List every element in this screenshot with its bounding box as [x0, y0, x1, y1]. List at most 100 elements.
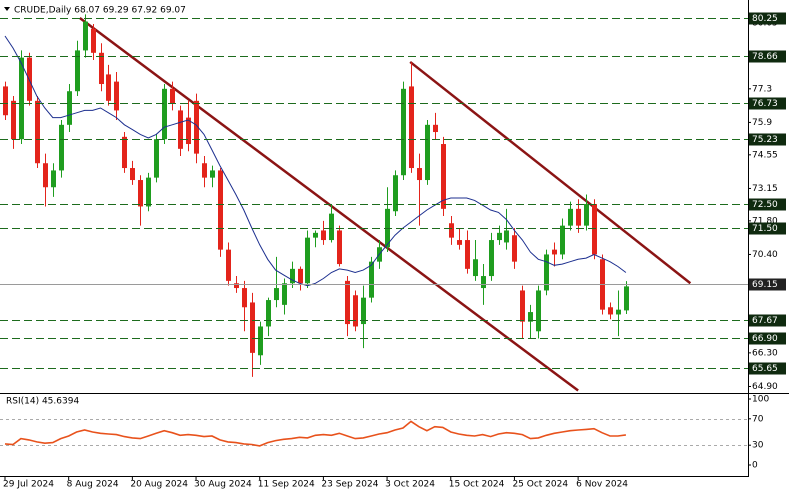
candle-body: [329, 213, 334, 241]
level-label: 69.15: [752, 280, 778, 290]
candle-body: [99, 52, 104, 85]
level-label: 76.73: [752, 99, 778, 109]
candle-body: [242, 288, 247, 308]
candle-body: [234, 283, 239, 289]
candle-body: [170, 88, 175, 104]
candle-body: [497, 232, 502, 241]
candle-body: [568, 208, 573, 226]
rsi-tick-label: 30: [752, 441, 764, 451]
candle-body: [449, 223, 454, 238]
rsi-tick-label: 0: [752, 461, 758, 471]
candle-body: [266, 300, 271, 327]
level-label-box: [749, 222, 786, 235]
y-tick-label: 75.9: [752, 118, 772, 128]
candle-body: [51, 170, 56, 188]
candle-body: [258, 326, 263, 356]
level-label: 66.90: [752, 334, 778, 344]
candle-body: [154, 139, 159, 178]
candle-body: [106, 74, 111, 101]
candle-body: [130, 168, 135, 181]
chart-title: CRUDE,Daily 68.07 69.29 67.92 69.07: [14, 6, 186, 16]
candle-body: [138, 180, 143, 207]
candle-body: [425, 124, 430, 181]
level-label: 71.50: [752, 224, 778, 234]
x-tick-label: 15 Oct 2024: [449, 480, 505, 490]
candle-body: [3, 86, 8, 116]
candle-body: [528, 312, 533, 322]
candle-body: [59, 124, 64, 171]
candle-body: [417, 168, 422, 181]
y-tick-label: 74.55: [752, 150, 778, 160]
level-label: 75.23: [752, 135, 778, 145]
rsi-label: RSI(14) 45.6394: [6, 397, 79, 407]
level-label-box: [749, 97, 786, 110]
candle-body: [433, 124, 438, 133]
candle-body: [83, 21, 88, 51]
level-label-box: [749, 332, 786, 345]
candle-body: [19, 57, 24, 140]
level-label-box: [749, 50, 786, 63]
candle-body: [401, 88, 406, 176]
moving-average: [4, 35, 627, 287]
menu-triangle: [4, 7, 10, 11]
candle-body: [75, 50, 80, 92]
candle-body: [91, 28, 96, 53]
candle-body: [146, 177, 151, 207]
level-label: 72.50: [752, 200, 778, 210]
candle-body: [489, 240, 494, 277]
candle-body: [473, 259, 478, 277]
candle-body: [298, 268, 303, 284]
candle-body: [393, 175, 398, 212]
candle-body: [576, 208, 581, 226]
candle-body: [520, 290, 525, 322]
x-tick-label: 30 Aug 2024: [194, 480, 252, 490]
level-label-box: [749, 198, 786, 211]
candle-body: [584, 204, 589, 226]
candle-body: [274, 288, 279, 301]
candle-body: [282, 283, 287, 305]
candle-body: [409, 86, 414, 169]
candle-body: [624, 286, 629, 311]
level-label-box: [749, 12, 786, 25]
candle-body: [481, 276, 486, 289]
y-tick-label: 77.3: [752, 84, 772, 94]
level-label-box: [749, 362, 786, 375]
candle-body: [504, 230, 509, 243]
x-tick-label: 23 Sep 2024: [321, 480, 378, 490]
candle-body: [337, 230, 342, 265]
y-tick-label: 64.90: [752, 382, 778, 392]
level-label-box: [749, 133, 786, 146]
candle-body: [290, 268, 295, 284]
candle-body: [544, 254, 549, 291]
candle-body: [43, 163, 48, 188]
rsi-tick-label: 100: [752, 395, 769, 405]
candle-body: [321, 230, 326, 241]
candle-body: [313, 232, 318, 238]
candle-body: [35, 100, 40, 164]
candle-body: [353, 295, 358, 327]
candle-body: [202, 163, 207, 178]
x-tick-label: 20 Aug 2024: [130, 480, 188, 490]
level-label: 78.66: [752, 52, 778, 62]
candle-body: [616, 309, 621, 315]
candle-body: [67, 91, 72, 125]
x-tick-label: 25 Oct 2024: [512, 480, 568, 490]
candle-body: [552, 249, 557, 255]
candle-body: [162, 88, 167, 140]
rsi-line: [4, 420, 627, 447]
candle-body: [560, 225, 565, 255]
level-label-box: [749, 278, 786, 291]
candle-body: [536, 290, 541, 332]
level-label: 65.65: [752, 364, 778, 374]
y-tick-label: 66.30: [752, 348, 778, 358]
level-label: 67.67: [752, 316, 778, 326]
candle-body: [592, 204, 597, 255]
candle-body: [305, 237, 310, 284]
trendline: [409, 60, 692, 285]
rsi-tick-label: 70: [752, 414, 764, 424]
candle-body: [512, 235, 517, 262]
candle-body: [186, 117, 191, 145]
candle-body: [608, 307, 613, 315]
